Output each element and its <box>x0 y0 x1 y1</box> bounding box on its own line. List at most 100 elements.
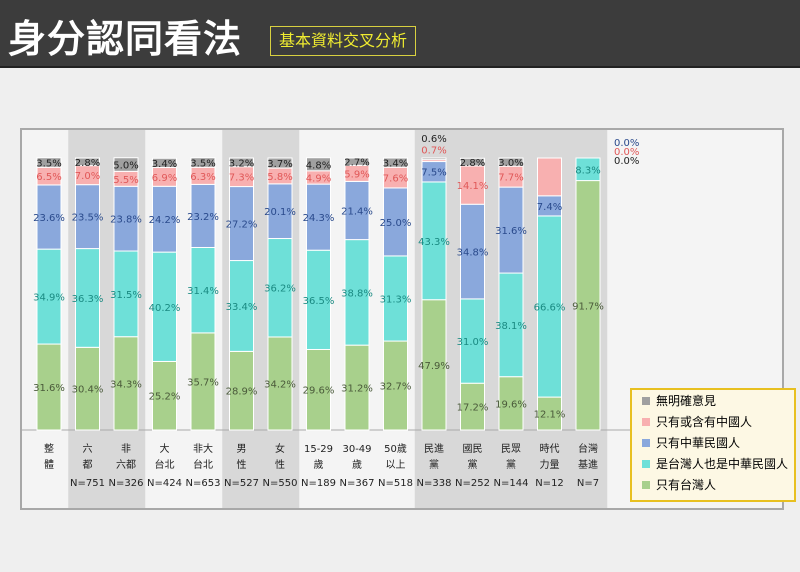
data-label-none: 5.0% <box>113 161 138 172</box>
bar-segment-chinese <box>460 165 485 205</box>
bar-segment-roc <box>460 203 485 300</box>
data-label-chinese: 14.1% <box>457 181 489 192</box>
data-label-roc: 24.3% <box>303 213 335 224</box>
category-label-line1: 民進 <box>424 443 444 455</box>
legend-item: 無明確意見 <box>632 390 794 411</box>
data-label-both: 31.3% <box>380 294 412 305</box>
data-label-both: 36.5% <box>303 296 335 307</box>
data-label-chinese: 4.9% <box>306 173 331 184</box>
sample-size-label: N=653 <box>186 478 221 489</box>
bar-segment-roc <box>344 180 370 241</box>
bar-segment-taiwanese <box>113 336 139 431</box>
legend-label: 只有中華民國人 <box>656 436 741 450</box>
bar-segment-both <box>421 181 447 301</box>
sample-size-label: N=751 <box>70 478 105 489</box>
page-subtitle: 基本資料交叉分析 <box>270 26 417 56</box>
category-label-line1: 民眾 <box>501 443 521 455</box>
bar-segment-none <box>460 157 485 167</box>
category-label-line2: 黨 <box>468 458 478 471</box>
page-title: 身分認同看法 <box>8 17 243 61</box>
sample-size-label: N=326 <box>109 478 144 489</box>
data-label-both: 34.9% <box>33 293 65 304</box>
data-label-taiwanese: 35.7% <box>187 377 219 388</box>
category-label-line2: 力量 <box>540 458 560 471</box>
bar-segment-taiwanese <box>306 348 331 431</box>
category-label-line2: 性 <box>237 458 247 471</box>
bar-segment-taiwanese <box>498 376 524 431</box>
data-label-roc: 25.0% <box>380 218 412 229</box>
category-label-line2: 台北 <box>193 458 213 471</box>
bar-segment-none <box>344 157 370 166</box>
sample-size-label: N=527 <box>224 478 259 489</box>
data-label-both: 36.2% <box>264 284 296 295</box>
category-label-line1: 女 <box>275 442 285 455</box>
data-label-roc: 27.2% <box>226 220 258 231</box>
data-label-none: 3.5% <box>190 158 215 169</box>
data-label-both: 43.3% <box>418 237 450 248</box>
bar-segment-both <box>229 260 254 352</box>
sample-size-label: N=252 <box>455 478 490 489</box>
category-label-line2: 歲 <box>314 458 324 471</box>
data-label-chinese: 7.6% <box>383 174 408 185</box>
data-label-none: 3.2% <box>229 158 254 169</box>
data-label-taiwanese: 30.4% <box>72 385 104 396</box>
data-label-chinese: 0.0% <box>614 147 639 158</box>
sample-size-label: N=550 <box>263 478 298 489</box>
data-label-chinese: 7.3% <box>229 173 254 184</box>
bar-segment-both <box>75 248 100 348</box>
bar-segment-none <box>229 157 254 168</box>
category-label-line2: 歲 <box>352 458 362 471</box>
data-label-both: 40.2% <box>149 303 181 314</box>
bar-segment-taiwanese <box>190 332 216 431</box>
legend-swatch <box>642 438 650 447</box>
legend-label: 是台灣人也是中華民國人 <box>656 457 789 471</box>
header-bar: 身分認同看法 基本資料交叉分析 <box>0 0 800 68</box>
bar-segment-both <box>537 215 562 398</box>
bar-segment-both <box>267 238 293 338</box>
bar-segment-both <box>190 246 216 334</box>
data-label-chinese: 6.9% <box>152 173 177 184</box>
data-label-roc: 34.8% <box>457 248 489 259</box>
category-label-line2: 黨 <box>506 458 516 471</box>
bar-segment-roc <box>306 183 331 251</box>
legend-item: 只有中華民國人 <box>632 432 794 453</box>
bar-segment-none <box>383 157 408 168</box>
bar-segment-both <box>575 157 601 182</box>
legend-label: 只有台灣人 <box>656 478 717 492</box>
data-label-both: 31.4% <box>187 286 219 297</box>
category-label-line2: 基進 <box>578 458 598 471</box>
data-label-none: 3.4% <box>152 159 177 170</box>
data-label-chinese: 5.5% <box>113 175 138 186</box>
data-label-taiwanese: 34.2% <box>264 379 296 390</box>
category-label-line1: 國民 <box>463 443 483 455</box>
bar-segment-both <box>113 250 139 338</box>
data-label-roc: 23.2% <box>187 212 219 223</box>
category-label-line1: 台灣 <box>578 442 598 455</box>
chart-frame: 31.6% 34.9% 23.6% 6.5% 3.5% 整體 30.4% 36.3% 23.5%… <box>20 128 796 510</box>
data-label-both: 31.5% <box>110 290 142 301</box>
bar-segment-chinese <box>537 157 562 197</box>
data-label-taiwanese: 31.2% <box>341 384 373 395</box>
data-label-none: 2.7% <box>344 158 369 169</box>
legend: 無明確意見 只有或含有中國人 只有中華民國人 是台灣人也是中華民國人 只有台灣人 <box>630 388 796 502</box>
category-label-line2: 六都 <box>116 459 136 471</box>
bar-segment-roc <box>267 183 293 240</box>
category-label-line1: 15-29 <box>304 444 333 455</box>
data-label-roc: 21.4% <box>341 206 373 217</box>
bar-segment-taiwanese <box>229 350 254 431</box>
bar-segment-roc <box>498 186 524 274</box>
bar-segment-none <box>421 157 447 161</box>
category-label-line2: 黨 <box>429 458 439 471</box>
category-label-line2: 性 <box>275 458 285 471</box>
legend-swatch <box>642 417 650 426</box>
bar-segment-both <box>498 272 524 378</box>
legend-swatch <box>642 396 650 405</box>
sample-size-label: N=367 <box>340 478 375 489</box>
data-label-chinese: 6.5% <box>36 172 61 183</box>
data-label-chinese: 0.7% <box>421 146 446 157</box>
data-label-both: 36.3% <box>72 294 104 305</box>
data-label-none: 3.5% <box>36 158 61 169</box>
data-label-taiwanese: 12.1% <box>534 410 566 421</box>
data-label-taiwanese: 29.6% <box>303 386 335 397</box>
data-label-chinese: 6.3% <box>190 172 215 183</box>
